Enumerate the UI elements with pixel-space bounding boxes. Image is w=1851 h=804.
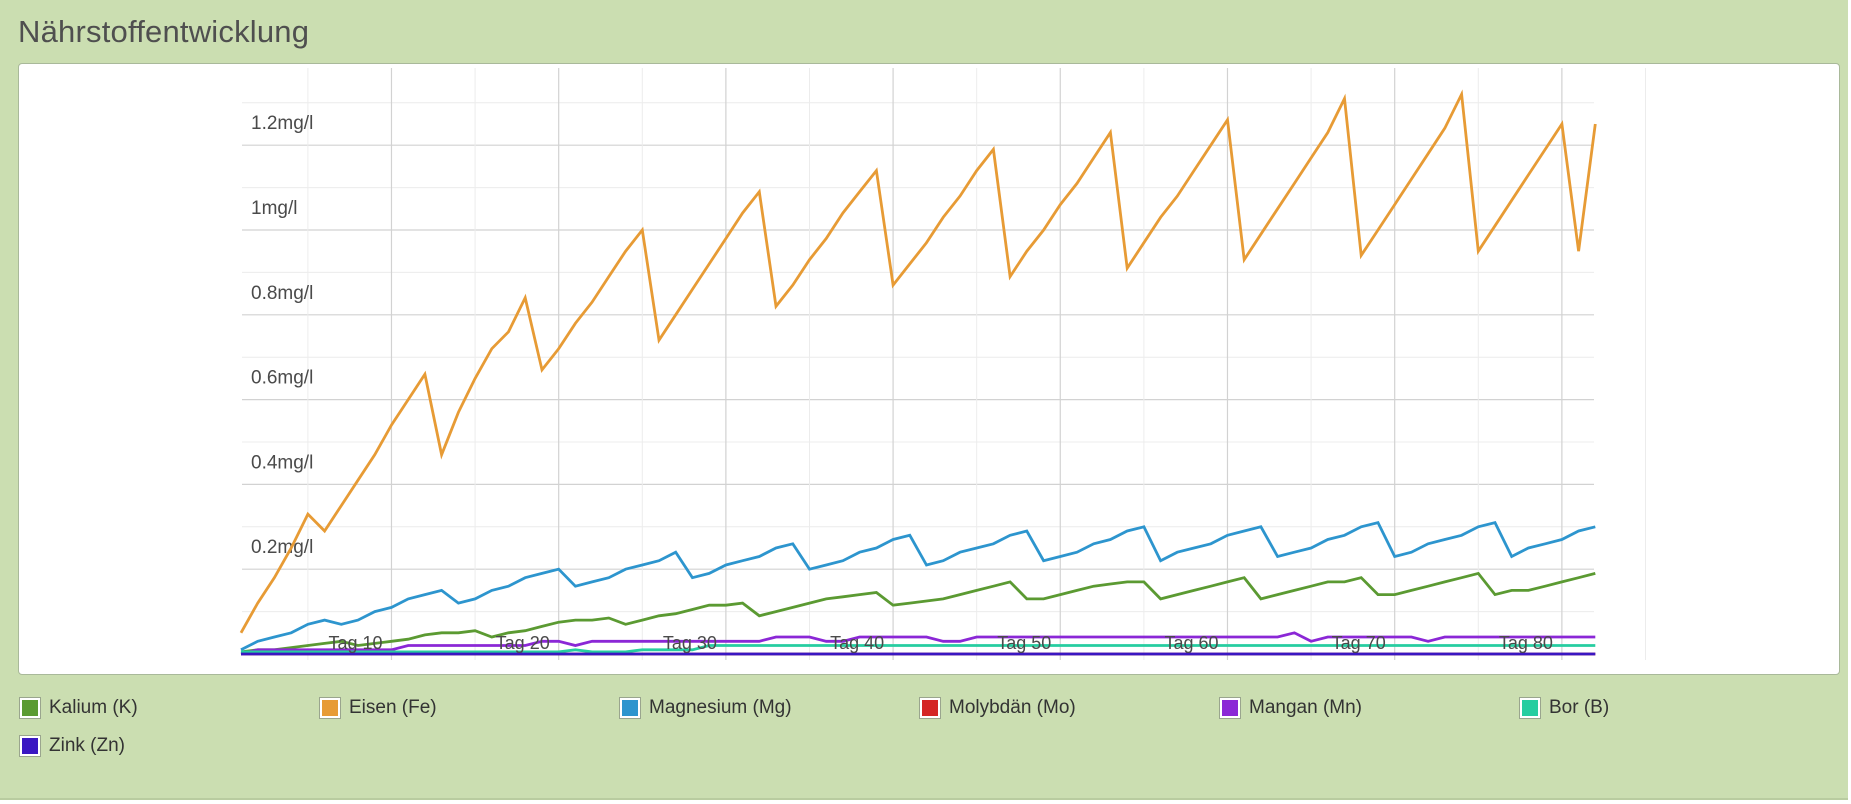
legend-swatch bbox=[1519, 697, 1541, 719]
legend-label: Bor (B) bbox=[1549, 697, 1610, 718]
panel-title: Nährstoffentwicklung bbox=[18, 14, 310, 49]
y-tick-label: 1.2mg/l bbox=[251, 113, 313, 134]
legend-swatch bbox=[619, 697, 641, 719]
line-chart: 0.2mg/l 0.4mg/l 0.6mg/l 0.8mg/l 1mg/l 1.2mg/l… bbox=[239, 68, 1646, 660]
legend-label: Zink (Zn) bbox=[49, 735, 125, 756]
chart-area: 0.2mg/l 0.4mg/l 0.6mg/l 0.8mg/l 1mg/l 1.2mg/l… bbox=[18, 63, 1840, 675]
legend-label: Molybdän (Mo) bbox=[949, 697, 1076, 718]
y-tick-label: 0.2mg/l bbox=[251, 537, 313, 558]
legend-swatch bbox=[1219, 697, 1241, 719]
legend-item-mangan[interactable]: Mangan (Mn) bbox=[1219, 693, 1362, 723]
legend-item-bor[interactable]: Bor (B) bbox=[1519, 693, 1610, 723]
legend-label: Mangan (Mn) bbox=[1249, 697, 1362, 718]
series-line-eisen bbox=[239, 89, 1597, 634]
legend-item-magnesium[interactable]: Magnesium (Mg) bbox=[619, 693, 792, 723]
legend-item-zink[interactable]: Zink (Zn) bbox=[19, 731, 125, 761]
legend-item-molybdän[interactable]: Molybdän (Mo) bbox=[919, 693, 1076, 723]
legend-swatch bbox=[19, 735, 41, 757]
y-tick-label: 0.4mg/l bbox=[251, 452, 313, 473]
chart-grid bbox=[242, 68, 1646, 660]
y-tick-label: 0.6mg/l bbox=[251, 368, 313, 389]
legend-swatch bbox=[919, 697, 941, 719]
x-tick-label: Tag 40 bbox=[830, 633, 884, 653]
legend-item-kalium[interactable]: Kalium (K) bbox=[19, 693, 138, 723]
series-line-mangan bbox=[240, 631, 1596, 656]
legend-label: Magnesium (Mg) bbox=[649, 697, 792, 718]
x-tick-label: Tag 80 bbox=[1499, 633, 1553, 653]
legend-item-eisen[interactable]: Eisen (Fe) bbox=[319, 693, 437, 723]
y-tick-label: 1mg/l bbox=[251, 198, 297, 219]
x-tick-label: Tag 30 bbox=[663, 633, 717, 653]
legend-swatch bbox=[19, 697, 41, 719]
x-tick-label: Tag 70 bbox=[1332, 633, 1386, 653]
x-axis-labels: Tag 10 Tag 20 Tag 30 Tag 40 Tag 50 Tag 60 Tag … bbox=[328, 633, 1552, 653]
series-line-kalium bbox=[240, 571, 1596, 654]
legend-label: Kalium (K) bbox=[49, 697, 138, 718]
y-axis-labels: 0.2mg/l 0.4mg/l 0.6mg/l 0.8mg/l 1mg/l 1.2mg/l… bbox=[251, 113, 313, 558]
series-line-bor bbox=[241, 644, 1596, 654]
series-lines bbox=[239, 89, 1597, 656]
x-tick-label: Tag 20 bbox=[496, 633, 550, 653]
x-tick-label: Tag 60 bbox=[1164, 633, 1218, 653]
x-tick-label: Tag 50 bbox=[997, 633, 1051, 653]
series-line-magnesium bbox=[240, 520, 1596, 652]
legend-swatch bbox=[319, 697, 341, 719]
legend-label: Eisen (Fe) bbox=[349, 697, 437, 718]
y-tick-label: 0.8mg/l bbox=[251, 283, 313, 304]
x-tick-label: Tag 10 bbox=[328, 633, 382, 653]
